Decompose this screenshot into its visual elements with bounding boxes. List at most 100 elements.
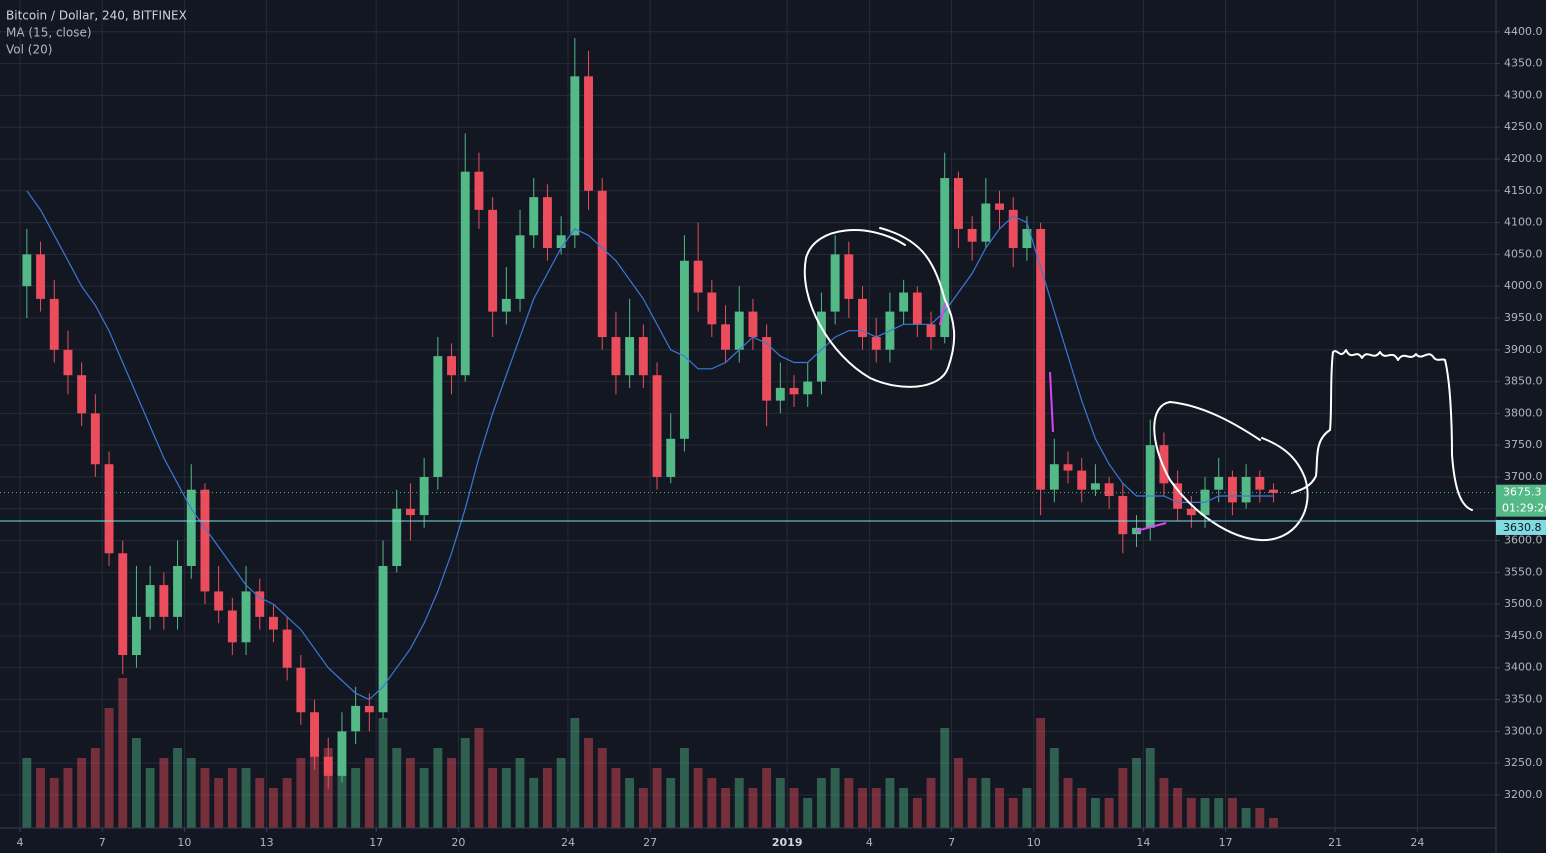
candle-body bbox=[1118, 496, 1128, 535]
drawing-line bbox=[939, 302, 946, 326]
x-tick-label: 17 bbox=[369, 836, 383, 849]
volume-pane bbox=[22, 678, 1278, 828]
candle-body bbox=[1145, 445, 1155, 528]
price-line-label: 3630.8 bbox=[1503, 521, 1542, 534]
candle-body bbox=[145, 585, 155, 617]
candle-body bbox=[803, 381, 813, 395]
volume-bar bbox=[721, 788, 730, 828]
x-tick-label: 10 bbox=[1027, 836, 1041, 849]
candle-body bbox=[337, 731, 347, 776]
volume-bar bbox=[953, 758, 963, 828]
volume-bar bbox=[49, 778, 59, 828]
volume-bar bbox=[200, 768, 210, 828]
candle-body bbox=[666, 438, 676, 477]
candle-body bbox=[721, 324, 730, 350]
volume-bar bbox=[77, 758, 87, 828]
volume-bar bbox=[433, 748, 443, 828]
candle-body bbox=[36, 254, 46, 299]
volume-bar bbox=[1159, 778, 1169, 828]
volume-bar bbox=[488, 768, 498, 828]
candle-body bbox=[912, 292, 922, 325]
volume-bar bbox=[173, 748, 182, 828]
volume-bar bbox=[1145, 748, 1155, 828]
volume-bar bbox=[447, 758, 456, 828]
x-tick-label: 2019 bbox=[772, 836, 803, 849]
candle-body bbox=[707, 292, 717, 325]
volume-bar bbox=[597, 748, 607, 828]
volume-bar bbox=[789, 788, 799, 828]
x-tick-label: 4 bbox=[17, 836, 24, 849]
candle-body bbox=[570, 76, 580, 236]
indicator-label: MA (15, close) bbox=[6, 26, 92, 40]
y-tick-label: 4250.0 bbox=[1504, 120, 1543, 133]
candle-body bbox=[241, 591, 251, 643]
candle-body bbox=[844, 254, 854, 299]
y-tick-label: 3800.0 bbox=[1504, 406, 1543, 419]
y-tick-label: 3350.0 bbox=[1504, 693, 1543, 706]
volume-bar bbox=[241, 768, 251, 828]
candle-body bbox=[77, 375, 87, 414]
candle-body bbox=[131, 616, 141, 656]
x-tick-label: 20 bbox=[451, 836, 465, 849]
candle-body bbox=[447, 356, 456, 376]
candle-body bbox=[488, 209, 498, 312]
volume-bar bbox=[1036, 718, 1046, 828]
volume-bar bbox=[364, 758, 374, 828]
candle-body bbox=[830, 254, 840, 312]
candle-body bbox=[625, 337, 635, 376]
candle-body bbox=[652, 375, 662, 477]
candle-body bbox=[1049, 464, 1059, 490]
candle-body bbox=[392, 508, 402, 566]
volume-bar bbox=[1269, 818, 1278, 828]
volume-bar bbox=[899, 788, 909, 828]
volume-bar bbox=[1104, 798, 1114, 828]
volume-bar bbox=[405, 758, 415, 828]
candle-body bbox=[762, 337, 772, 401]
candle-body bbox=[104, 464, 114, 554]
drawings bbox=[803, 227, 1473, 542]
volume-bar bbox=[625, 778, 635, 828]
volume-bar bbox=[762, 768, 772, 828]
candle-body bbox=[679, 260, 689, 439]
volume-bar bbox=[926, 778, 936, 828]
y-tick-label: 4150.0 bbox=[1504, 184, 1543, 197]
volume-bar bbox=[570, 718, 580, 828]
volume-bar bbox=[1241, 808, 1251, 828]
last-price-label: 3675.3 bbox=[1503, 486, 1542, 499]
candle-body bbox=[995, 203, 1004, 210]
candle-body bbox=[460, 171, 470, 376]
volume-bar bbox=[460, 738, 470, 828]
volume-bar bbox=[638, 788, 648, 828]
volume-bar bbox=[90, 748, 100, 828]
candle-body bbox=[1214, 476, 1224, 490]
volume-bar bbox=[912, 798, 922, 828]
x-tick-label: 10 bbox=[177, 836, 191, 849]
volume-bar bbox=[584, 738, 593, 828]
y-tick-label: 4300.0 bbox=[1504, 88, 1543, 101]
volume-bar bbox=[679, 748, 689, 828]
volume-bar bbox=[501, 768, 511, 828]
candle-body bbox=[49, 298, 59, 350]
candles bbox=[22, 38, 1278, 789]
candle-body bbox=[816, 311, 826, 382]
volume-bar bbox=[995, 788, 1004, 828]
candle-body bbox=[1241, 476, 1251, 503]
y-tick-label: 4100.0 bbox=[1504, 216, 1543, 229]
candle-body bbox=[186, 489, 196, 566]
y-tick-label: 3500.0 bbox=[1504, 597, 1543, 610]
candle-body bbox=[173, 565, 182, 617]
candle-body bbox=[871, 337, 881, 350]
volume-bar bbox=[611, 768, 621, 828]
volume-bar bbox=[885, 778, 895, 828]
volume-bar bbox=[803, 798, 813, 828]
volume-bar bbox=[131, 738, 141, 828]
volume-bar bbox=[474, 728, 484, 828]
candle-body bbox=[597, 190, 607, 338]
y-tick-label: 3950.0 bbox=[1504, 311, 1543, 324]
volume-bar bbox=[1063, 778, 1073, 828]
volume-bar bbox=[296, 758, 306, 828]
candle-body bbox=[351, 705, 361, 732]
volume-bar bbox=[542, 768, 552, 828]
volume-bar bbox=[227, 768, 237, 828]
